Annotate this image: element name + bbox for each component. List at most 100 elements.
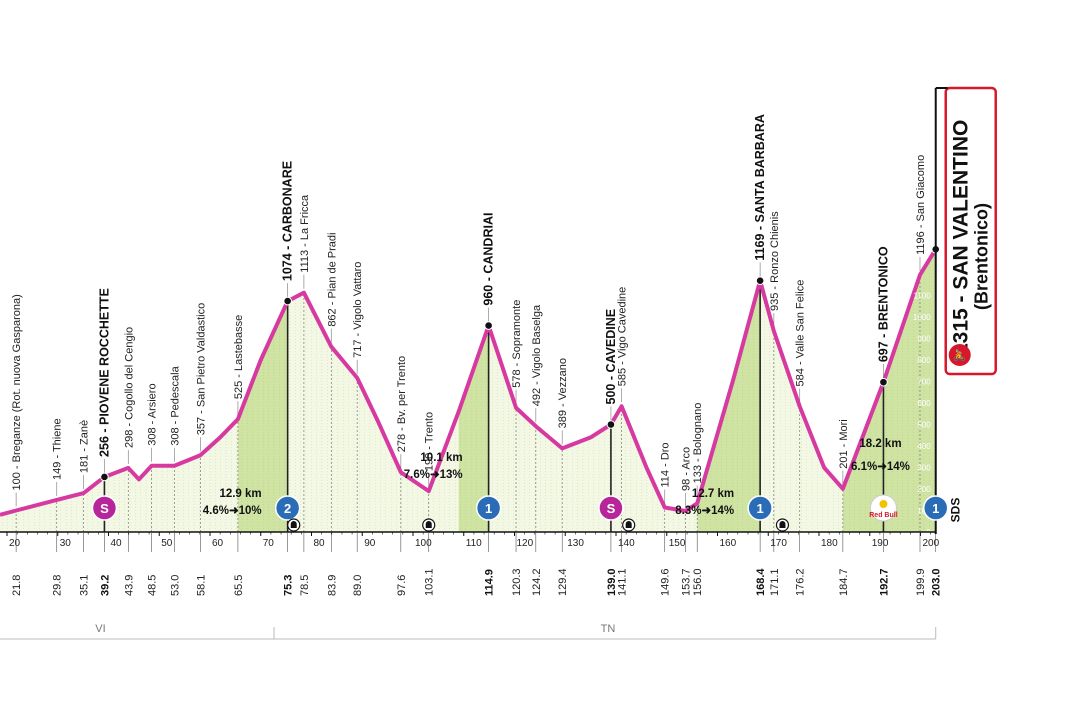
waypoint-label: 298 - Cogollo del Cengio [123,327,135,448]
summit-dot [484,321,493,330]
sprint-marker-label: S [100,501,109,516]
x-tick-label: 30 [60,538,72,549]
waypoint-label: 525 - Lastebasse [233,315,245,399]
tunnel-arch [290,521,297,528]
waypoint-label: 181 - Zanè [79,420,91,473]
km-label: 89.0 [352,575,364,596]
km-label: 29.8 [52,575,64,596]
waypoint-label: 308 - Arsiero [147,383,159,445]
waypoint-label: 578 - Sopramonte [511,300,523,388]
tunnel-arch [425,521,432,528]
km-label: 39.2 [99,575,111,596]
km-label: 199.9 [915,568,927,596]
summit-dot [606,420,616,429]
km-label: 192.7 [878,568,890,596]
altitude-scale-label: 1000 [913,313,931,322]
bonus-sprint-label: Red Bull [869,512,897,519]
x-tick-label: 40 [111,538,123,549]
x-tick-label: 120 [517,538,534,549]
kom-marker-label: 1 [485,501,492,516]
waypoint-label: 1113 - La Fricca [299,194,311,273]
summit-dot [100,472,109,482]
x-tick-label: 170 [770,538,787,549]
x-tick-label: 50 [161,538,173,549]
x-tick-label: 100 [415,538,432,549]
finish-sublabel: (Brentonico) [972,203,992,310]
km-label: 141.1 [617,568,629,596]
x-tick-label: 140 [618,538,635,549]
km-label: 124.2 [531,568,543,596]
x-tick-label: 110 [466,538,482,549]
summit-dot [283,296,292,306]
kom-marker-icon [274,495,301,521]
km-label: 171.1 [769,568,781,596]
waypoint-label: 100 - Breganze (Rot. nuova Gasparona) [11,294,23,490]
climb-length: 18.2 km [859,438,901,450]
x-tick-label: 150 [669,538,686,549]
km-label: 48.5 [147,575,159,596]
climb-grade: 7.6%➜13% [404,469,463,481]
waypoint-label: 1196 - San Giacomo [915,155,927,255]
climb-zone-3 [697,249,761,532]
waypoint-label: 256 - PIOVENE ROCCHETTE [97,288,111,457]
finish-flag-icon [948,344,971,366]
waypoint-label: 278 - Bv. per Trento [396,356,408,452]
km-label: 153.7 [681,568,693,596]
waypoint-label: 133 - Bolognano [692,403,704,484]
waypoint-label: 492 - Vigolo Baselga [531,304,543,406]
km-label: 149.6 [660,568,672,596]
km-label: 97.6 [396,575,408,596]
tunnel-arch [625,521,632,528]
waypoint-label: 114 - Dro [660,442,672,487]
red-bull-sun [879,500,888,508]
waypoint-label: 500 - CAVEDINE [604,309,618,405]
km-label: 168.4 [755,568,767,596]
km-label: 120.3 [511,568,523,596]
kom-marker-label: 1 [757,501,764,516]
waypoint-label: 717 - Vigolo Vattaro [352,262,364,358]
waypoint-label: 960 - CANDRIAI [482,213,496,306]
waypoint-label: 585 - Vigo Cavedine [617,287,629,386]
kom-marker-icon [747,495,773,521]
region-label: VI [95,623,105,635]
x-tick-label: 60 [212,538,224,549]
x-tick-label: 190 [872,538,889,549]
km-label: 75.3 [283,575,295,596]
kom-marker-label: 1 [932,501,939,516]
x-tick-label: 180 [821,538,838,549]
climb-zone-1 [237,249,288,532]
region-label: TN [601,623,616,635]
sds-label: SDS [949,498,963,523]
altitude-scale-label: 200 [917,485,931,494]
waypoint-label: 389 - Vezzano [557,358,569,428]
climb-length: 10.1 km [420,452,462,464]
x-tick-label: 200 [923,538,940,549]
climb-length: 12.9 km [219,488,261,500]
km-label: 184.7 [838,568,850,596]
km-label: 53.0 [169,575,181,596]
altitude-scale-label: 600 [917,399,931,408]
km-label: 58.1 [195,575,207,596]
kom-marker-icon [922,495,949,521]
km-label: 114.9 [484,569,496,596]
waypoint-label: 201 - Mori [838,419,850,469]
altitude-scale-label: 900 [917,335,931,344]
km-label: 139.0 [606,568,618,596]
finish-box [944,86,997,376]
waypoint-label: 862 - Pian de Pradi [326,232,338,326]
km-label: 203.0 [931,568,943,596]
waypoint-label: 1074 - CARBONARE [281,161,295,281]
tunnel-arch [779,521,786,528]
sprint-marker-icon [91,495,118,521]
summit-dot [755,276,765,285]
km-label: 156.0 [692,568,704,596]
summit-dot [879,377,888,387]
climb-grade: 8.3%➜14% [675,505,734,517]
sprint-marker-label: S [607,501,616,516]
waypoint-label: 1169 - SANTA BARBARA [753,114,767,261]
kom-marker-icon [475,495,502,521]
km-label: 176.2 [795,568,807,596]
km-label: 43.9 [123,575,135,596]
cyclist-icon: 🚴 [953,349,967,362]
altitude-scale-label: 700 [917,378,931,387]
